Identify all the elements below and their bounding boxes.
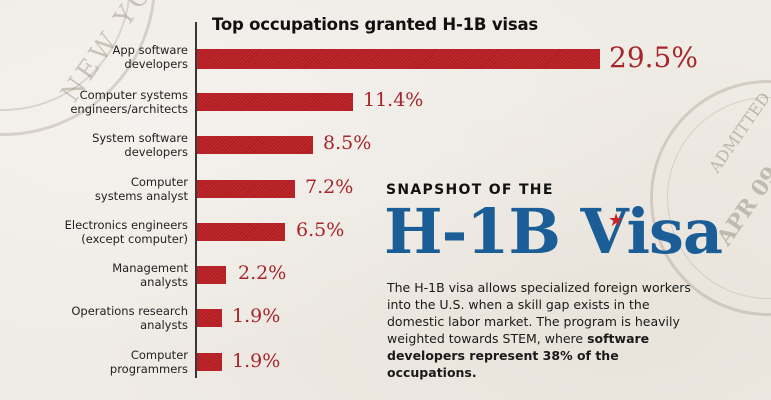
category-label: App software developers <box>112 43 188 71</box>
bar <box>197 223 285 241</box>
bar <box>197 93 353 111</box>
star-icon: ★ <box>608 210 625 231</box>
category-label: Electronics engineers (except computer) <box>64 218 188 246</box>
category-label: Management analysts <box>112 261 188 289</box>
description-body: The H-1B visa allows specialized foreign… <box>387 280 691 346</box>
value-label: 2.2% <box>238 262 287 284</box>
headline-kicker: SNAPSHOT OF THE <box>386 182 554 198</box>
headline-title: H-1B Visa <box>384 195 723 268</box>
bar <box>197 180 295 198</box>
chart-title: Top occupations granted H-1B visas <box>212 15 539 34</box>
bar <box>197 266 226 284</box>
bar <box>197 136 313 154</box>
category-label: Computer systems engineers/architects <box>70 88 188 116</box>
bar <box>197 353 222 371</box>
description-emphasis: software developers represent 38% of the… <box>387 331 650 380</box>
category-label: System software developers <box>92 131 188 159</box>
bar <box>197 309 222 327</box>
value-label: 1.9% <box>232 350 281 372</box>
value-label: 1.9% <box>232 305 281 327</box>
value-label: 29.5% <box>609 41 698 74</box>
value-label: 6.5% <box>296 219 345 241</box>
bar <box>197 49 600 69</box>
description-text: The H-1B visa allows specialized foreign… <box>387 279 707 381</box>
category-label: Computer systems analyst <box>94 175 188 203</box>
category-label: Computer programmers <box>109 348 188 376</box>
value-label: 11.4% <box>363 89 424 111</box>
value-label: 8.5% <box>323 132 372 154</box>
value-label: 7.2% <box>305 176 354 198</box>
category-label: Operations research analysts <box>71 304 188 332</box>
y-axis-line <box>195 22 197 378</box>
